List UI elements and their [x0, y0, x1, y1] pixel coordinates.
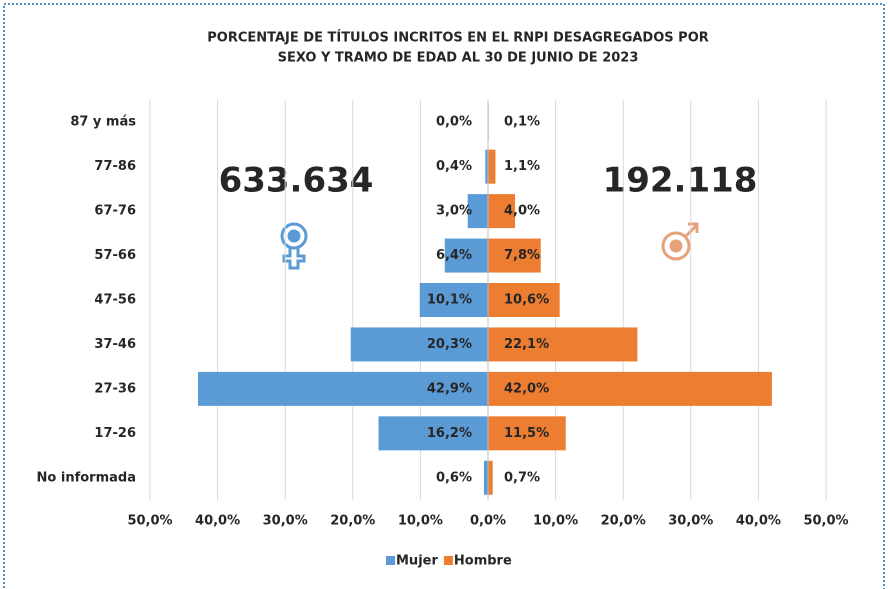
bar [197, 371, 488, 406]
y-tick-label: 27-36 [94, 381, 136, 396]
y-tick-label: 67-76 [94, 204, 136, 219]
x-tick-label: 10,0% [533, 514, 578, 529]
bar [488, 194, 516, 229]
value-label: 16,2% [427, 426, 472, 441]
bar [378, 416, 488, 451]
bar [419, 283, 488, 317]
chart-title: PORCENTAJE DE TÍTULOS INCRITOS EN EL RNP… [207, 30, 709, 46]
legend-label: Hombre [454, 554, 512, 569]
annotation: 633.634 [219, 161, 374, 201]
bar [488, 416, 566, 451]
bar [488, 149, 496, 184]
value-label: 11,5% [504, 426, 549, 441]
male-icon [661, 222, 699, 261]
x-tick-label: 40,0% [736, 514, 781, 529]
value-label: 42,0% [504, 381, 549, 396]
bar [444, 238, 488, 273]
bar [488, 283, 560, 317]
bar [483, 460, 488, 495]
bar [350, 327, 488, 362]
value-label: 6,4% [436, 248, 472, 263]
bar [488, 371, 772, 406]
chart-title: SEXO Y TRAMO DE EDAD AL 30 DE JUNIO DE 2… [278, 51, 639, 66]
x-tick-label: 50,0% [803, 514, 848, 529]
value-label: 0,1% [504, 115, 540, 130]
y-tick-label: 87 y más [70, 115, 136, 130]
value-label: 42,9% [427, 381, 472, 396]
value-label: 1,1% [504, 159, 540, 174]
value-label: 0,7% [504, 470, 540, 485]
value-label: 10,1% [427, 293, 472, 308]
x-tick-label: 10,0% [398, 514, 443, 529]
x-tick-label: 20,0% [330, 514, 375, 529]
y-tick-label: 47-56 [94, 293, 136, 308]
x-tick-label: 30,0% [668, 514, 713, 529]
value-label: 3,0% [436, 204, 472, 219]
legend-label: Mujer [396, 554, 438, 569]
annotation: 192.118 [603, 161, 758, 201]
bar [488, 327, 638, 362]
value-label: 0,0% [436, 115, 472, 130]
x-tick-label: 20,0% [601, 514, 646, 529]
value-label: 20,3% [427, 337, 472, 352]
value-label: 7,8% [504, 248, 540, 263]
legend-swatch [386, 556, 395, 565]
value-label: 0,6% [436, 470, 472, 485]
frame [3, 3, 885, 589]
y-tick-label: 17-26 [94, 426, 136, 441]
bar [488, 238, 541, 273]
x-tick-label: 40,0% [195, 514, 240, 529]
bar [488, 460, 493, 495]
x-tick-label: 50,0% [127, 514, 172, 529]
y-tick-label: 57-66 [94, 248, 136, 263]
value-label: 0,4% [436, 159, 472, 174]
value-label: 10,6% [504, 293, 549, 308]
value-label: 22,1% [504, 337, 549, 352]
value-label: 4,0% [504, 204, 540, 219]
y-tick-label: 77-86 [94, 159, 136, 174]
bar [485, 149, 488, 184]
y-tick-label: No informada [37, 470, 136, 485]
y-tick-label: 37-46 [94, 337, 136, 352]
bar [467, 194, 488, 229]
x-tick-label: 30,0% [263, 514, 308, 529]
x-tick-label: 0,0% [470, 514, 506, 529]
legend-swatch [443, 556, 453, 565]
